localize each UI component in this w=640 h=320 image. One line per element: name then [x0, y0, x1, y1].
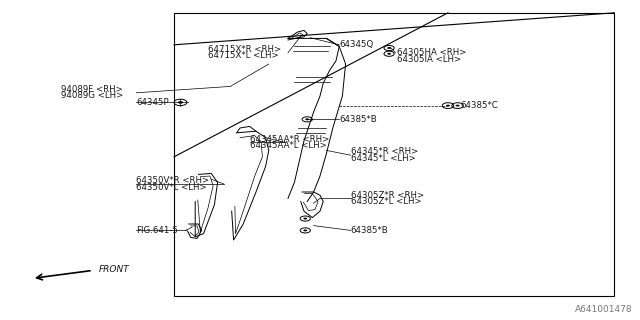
Circle shape	[387, 53, 391, 55]
Circle shape	[446, 105, 450, 107]
Circle shape	[178, 101, 183, 104]
Circle shape	[456, 105, 460, 107]
Circle shape	[303, 229, 307, 231]
Text: 64345P: 64345P	[136, 98, 169, 107]
Text: FIG.641-5: FIG.641-5	[136, 226, 179, 235]
Text: 64385*C: 64385*C	[461, 101, 499, 110]
Text: 64345Q: 64345Q	[339, 40, 374, 49]
Text: 64345AA*L <LH>: 64345AA*L <LH>	[250, 141, 326, 150]
Text: 64715X*L <LH>: 64715X*L <LH>	[208, 52, 278, 60]
Text: 64305Z*R <RH>: 64305Z*R <RH>	[351, 191, 424, 200]
Text: 64345*R <RH>: 64345*R <RH>	[351, 148, 418, 156]
Circle shape	[305, 118, 309, 120]
Text: FRONT: FRONT	[99, 265, 130, 274]
Text: 64305Z*L <LH>: 64305Z*L <LH>	[351, 197, 421, 206]
Text: A641001478: A641001478	[575, 305, 632, 314]
Text: 64385*B: 64385*B	[339, 115, 377, 124]
Text: 94089G <LH>: 94089G <LH>	[61, 92, 123, 100]
Text: 64350V*L <LH>: 64350V*L <LH>	[136, 183, 207, 192]
Text: 64350V*R <RH>: 64350V*R <RH>	[136, 176, 209, 185]
Text: 64385*B: 64385*B	[351, 226, 388, 235]
Circle shape	[303, 218, 307, 220]
Text: 64345*L <LH>: 64345*L <LH>	[351, 154, 415, 163]
Bar	[174, 13, 614, 296]
Circle shape	[387, 47, 391, 49]
Text: 64345AA*R <RH>: 64345AA*R <RH>	[250, 135, 329, 144]
Text: 64305HA <RH>: 64305HA <RH>	[397, 48, 466, 57]
Text: 64305IA <LH>: 64305IA <LH>	[397, 55, 461, 64]
Text: 94089F <RH>: 94089F <RH>	[61, 85, 122, 94]
Text: 64715X*R <RH>: 64715X*R <RH>	[208, 45, 281, 54]
